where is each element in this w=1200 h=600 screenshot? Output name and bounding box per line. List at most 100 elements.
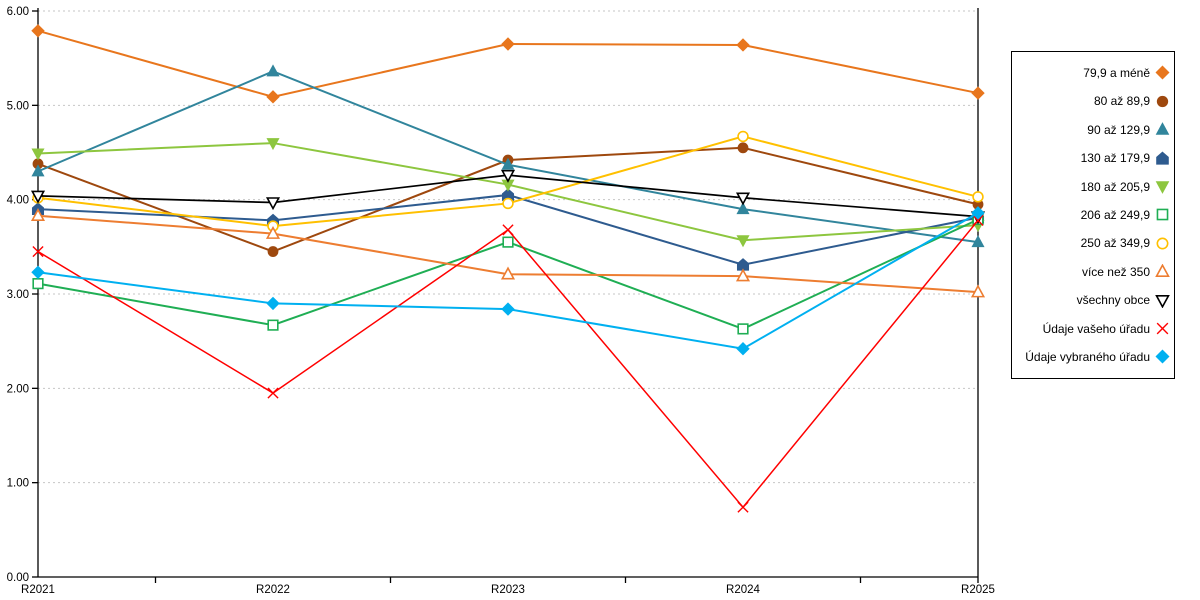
square-marker <box>32 278 44 290</box>
legend-label: 79,9 a méně <box>1083 65 1150 80</box>
legend-label: Údaje vašeho úřadu <box>1042 321 1150 336</box>
diamond-marker <box>1155 65 1170 80</box>
diamond-marker <box>31 265 45 280</box>
legend-label: 180 až 205,9 <box>1080 179 1150 194</box>
legend-item-9: všechny obce <box>1012 293 1174 308</box>
circle-legend-icon <box>1156 237 1169 250</box>
legend-label: 80 až 89,9 <box>1093 94 1150 109</box>
pentagon-marker <box>1156 151 1169 165</box>
x-marker <box>972 214 984 227</box>
diamond-legend-icon <box>1155 65 1170 80</box>
legend-item-4: 130 až 179,9 <box>1012 151 1174 166</box>
circle-marker <box>502 197 514 210</box>
y-axis-label: 1.00 <box>7 478 29 490</box>
x-marker <box>32 245 44 258</box>
triangle-up-marker <box>970 284 986 298</box>
series-5 <box>31 138 985 248</box>
triangle-up-marker <box>735 268 751 282</box>
diamond-marker <box>736 38 750 52</box>
triangle-down-marker <box>30 190 46 204</box>
triangle-up-marker <box>736 202 750 215</box>
diamond-marker <box>501 302 515 316</box>
triangle-up-marker <box>501 157 515 170</box>
legend-item-6: 206 až 249,9 <box>1012 207 1174 222</box>
x-legend-icon <box>1156 322 1169 335</box>
triangle-up-marker <box>500 266 516 280</box>
triangle-up-marker <box>1155 264 1170 278</box>
x-axis-label: R2024 <box>726 584 760 596</box>
diamond-marker <box>266 90 280 104</box>
circle-marker <box>972 191 984 203</box>
legend-label: všechny obce <box>1076 293 1150 308</box>
square-marker <box>502 236 514 248</box>
triangle-down-marker <box>500 169 516 183</box>
circle-marker <box>737 142 749 154</box>
series-line <box>37 214 979 294</box>
triangle-down-legend-icon <box>1155 181 1170 194</box>
series-line <box>37 219 979 509</box>
legend-label: více než 350 <box>1081 264 1150 279</box>
y-axis-label: 3.00 <box>7 289 29 301</box>
square-marker <box>267 319 279 331</box>
y-axis-label: 0.00 <box>7 572 29 584</box>
series-1 <box>31 24 985 104</box>
circle-marker <box>737 130 749 143</box>
y-axis-label: 5.00 <box>7 100 29 112</box>
triangle-up-legend-icon <box>1155 264 1170 278</box>
legend-label: Údaje vybraného úřadu <box>1025 349 1150 364</box>
square-legend-icon <box>1156 209 1169 221</box>
triangle-down-legend-icon <box>1155 294 1170 308</box>
triangle-up-marker <box>30 208 46 222</box>
triangle-down-marker <box>1155 294 1170 308</box>
legend-item-2: 80 až 89,9 <box>1012 94 1174 109</box>
legend-label: 130 až 179,9 <box>1080 151 1150 166</box>
pentagon-legend-icon <box>1156 151 1169 165</box>
triangle-down-marker <box>736 235 750 248</box>
triangle-up-marker <box>1155 122 1170 135</box>
y-axis-label: 4.00 <box>7 195 29 207</box>
triangle-up-marker <box>971 235 985 248</box>
x-axis-label: R2021 <box>21 584 55 596</box>
x-marker <box>267 387 279 399</box>
circle-marker <box>267 246 279 257</box>
legend-item-3: 90 až 129,9 <box>1012 122 1174 137</box>
legend: 79,9 a méně 80 až 89,9 90 až 129,9 130 až 1… <box>1011 51 1175 379</box>
square-marker <box>1156 209 1169 221</box>
legend-item-5: 180 až 205,9 <box>1012 179 1174 194</box>
triangle-up-marker <box>266 64 280 77</box>
diamond-marker <box>1155 349 1170 364</box>
series-3 <box>31 64 985 248</box>
triangle-down-marker <box>266 138 280 151</box>
legend-item-7: 250 až 349,9 <box>1012 236 1174 251</box>
circle-legend-icon <box>1156 95 1169 107</box>
triangle-down-marker <box>735 192 751 206</box>
triangle-down-marker <box>1155 181 1170 194</box>
x-marker <box>502 224 514 236</box>
legend-label: 250 až 349,9 <box>1080 236 1150 251</box>
x-axis-label: R2023 <box>491 584 525 596</box>
triangle-down-marker <box>31 148 45 161</box>
square-marker <box>737 323 749 335</box>
diamond-marker <box>971 86 985 100</box>
diamond-marker <box>266 296 280 311</box>
diamond-legend-icon <box>1155 349 1170 364</box>
x-axis-label: R2022 <box>256 584 290 596</box>
x-marker <box>737 501 749 513</box>
y-axis-label: 2.00 <box>7 383 29 395</box>
circle-marker <box>1156 95 1169 107</box>
diamond-marker <box>31 24 45 38</box>
triangle-up-marker <box>265 225 281 239</box>
diamond-marker <box>736 342 750 356</box>
legend-item-11: Údaje vybraného úřadu <box>1012 349 1174 364</box>
triangle-up-marker <box>31 164 45 177</box>
triangle-down-marker <box>265 197 281 211</box>
series-8 <box>30 208 986 298</box>
x-axis-label: R2025 <box>961 584 995 596</box>
legend-item-8: více než 350 <box>1012 264 1174 279</box>
diamond-marker <box>501 37 515 51</box>
diamond-marker <box>971 206 985 220</box>
legend-item-1: 79,9 a méně <box>1012 65 1174 80</box>
x-marker <box>1156 322 1169 335</box>
